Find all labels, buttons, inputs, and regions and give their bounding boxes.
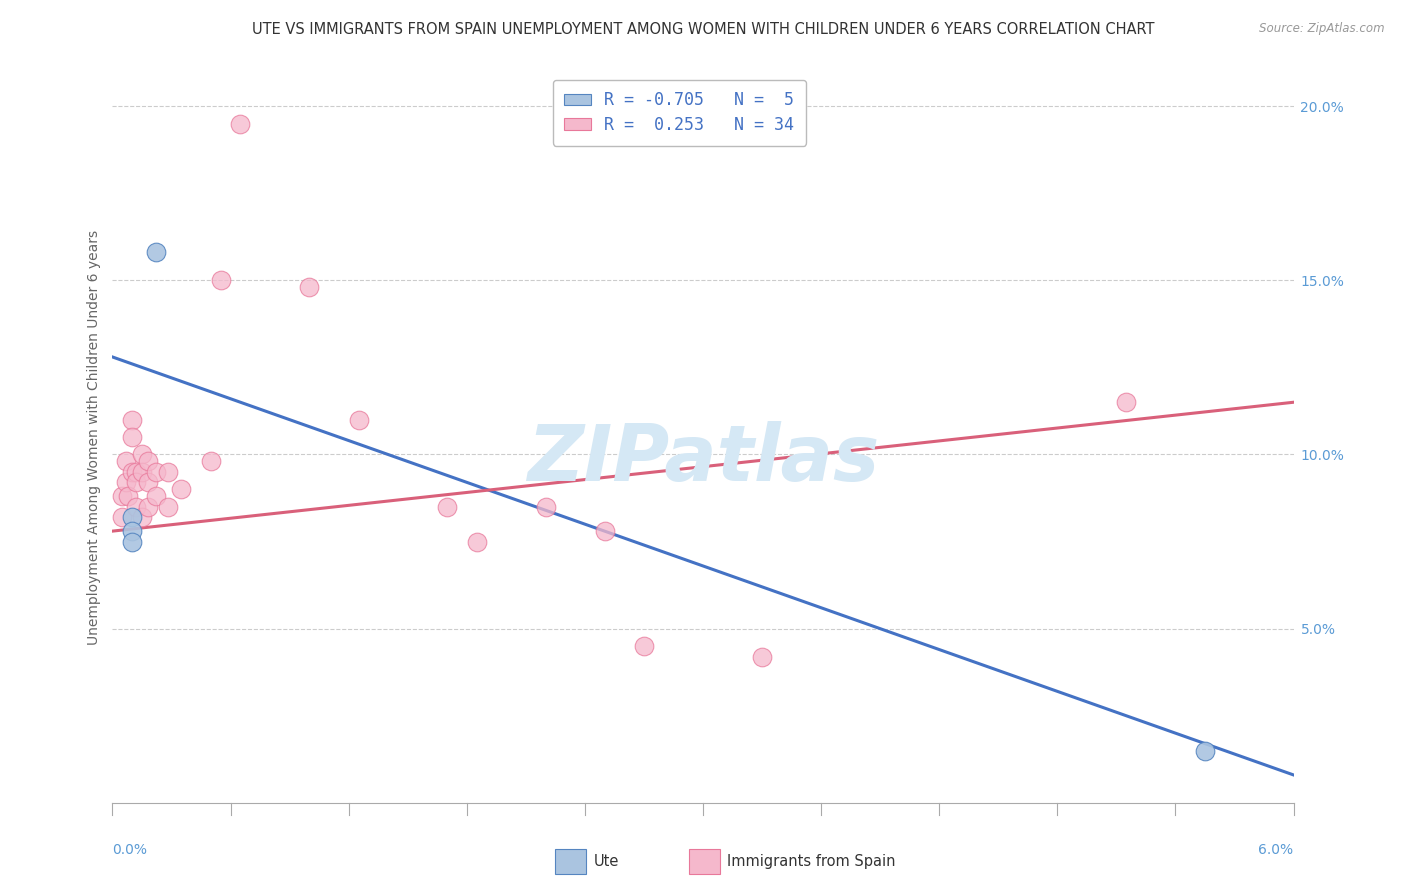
Point — [125, 500, 148, 514]
Point — [121, 412, 143, 426]
Point — [131, 510, 153, 524]
Point — [111, 489, 134, 503]
Point — [145, 489, 167, 503]
Text: 0.0%: 0.0% — [112, 843, 148, 857]
Point — [115, 454, 138, 468]
Point — [131, 448, 153, 462]
Point — [751, 649, 773, 664]
Point — [633, 639, 655, 653]
Point — [115, 475, 138, 490]
Point — [125, 475, 148, 490]
Text: ZIPatlas: ZIPatlas — [527, 421, 879, 497]
Point — [436, 500, 458, 514]
Point — [121, 430, 143, 444]
Point — [145, 465, 167, 479]
Point — [170, 483, 193, 497]
Point — [229, 117, 252, 131]
Point — [465, 534, 488, 549]
Point — [298, 280, 321, 294]
Point — [1194, 743, 1216, 757]
Point — [117, 489, 139, 503]
Text: 6.0%: 6.0% — [1258, 843, 1294, 857]
Point — [209, 273, 232, 287]
Point — [1115, 395, 1137, 409]
Text: Source: ZipAtlas.com: Source: ZipAtlas.com — [1260, 22, 1385, 36]
Point — [111, 510, 134, 524]
Point — [534, 500, 557, 514]
Point — [121, 534, 143, 549]
Point — [121, 510, 143, 524]
Y-axis label: Unemployment Among Women with Children Under 6 years: Unemployment Among Women with Children U… — [87, 229, 101, 645]
Text: Ute: Ute — [593, 855, 619, 869]
Legend: R = -0.705   N =  5, R =  0.253   N = 34: R = -0.705 N = 5, R = 0.253 N = 34 — [553, 79, 806, 145]
Point — [131, 465, 153, 479]
Text: Immigrants from Spain: Immigrants from Spain — [727, 855, 896, 869]
Point — [156, 500, 179, 514]
Point — [121, 524, 143, 538]
Point — [593, 524, 616, 538]
Point — [136, 500, 159, 514]
Point — [200, 454, 222, 468]
Point — [145, 245, 167, 260]
Point — [136, 475, 159, 490]
Point — [347, 412, 370, 426]
Point — [121, 465, 143, 479]
Text: UTE VS IMMIGRANTS FROM SPAIN UNEMPLOYMENT AMONG WOMEN WITH CHILDREN UNDER 6 YEAR: UTE VS IMMIGRANTS FROM SPAIN UNEMPLOYMEN… — [252, 22, 1154, 37]
Point — [156, 465, 179, 479]
Point — [136, 454, 159, 468]
Point — [125, 465, 148, 479]
